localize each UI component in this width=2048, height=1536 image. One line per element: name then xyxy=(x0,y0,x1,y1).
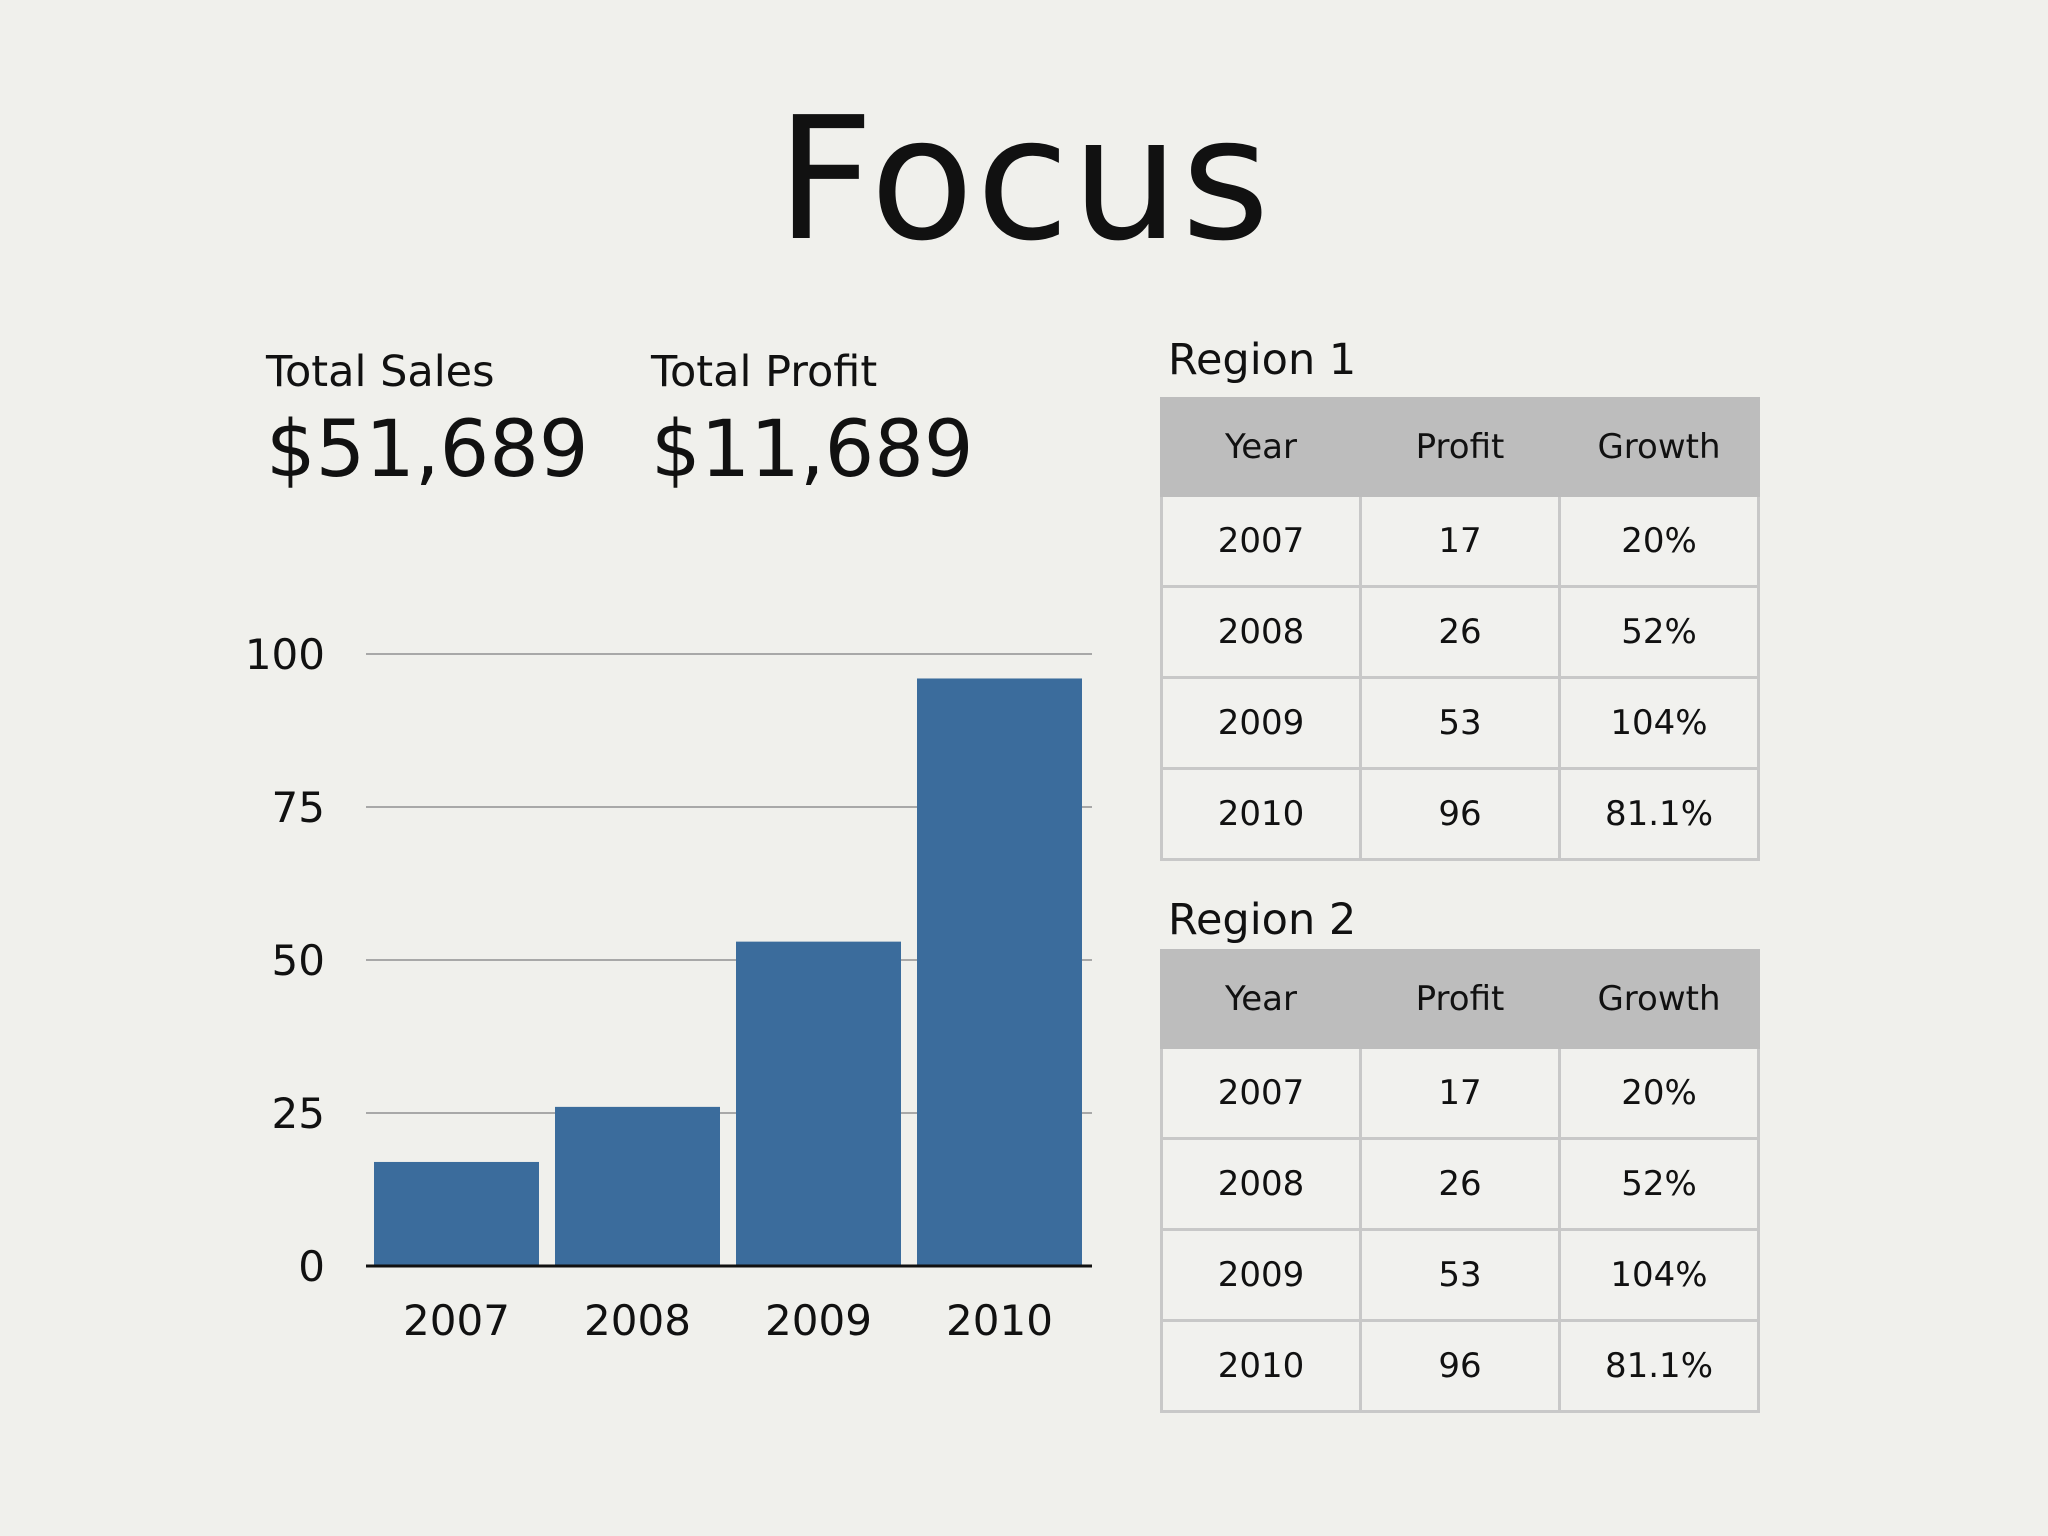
cell-growth: 104% xyxy=(1558,1228,1760,1322)
table-row: 2007 17 20% xyxy=(1160,494,1760,588)
total-sales-label: Total Sales xyxy=(266,347,495,397)
cell-profit: 17 xyxy=(1359,494,1561,588)
x-tick-label: 2007 xyxy=(403,1296,510,1345)
cell-growth: 52% xyxy=(1558,1137,1760,1231)
region-1-table: Year Profit Growth 2007 17 20% 2008 26 5… xyxy=(1160,397,1760,861)
cell-growth: 104% xyxy=(1558,676,1760,770)
cell-year: 2009 xyxy=(1160,676,1362,770)
bar-2008 xyxy=(555,1106,720,1266)
table-row: 2008 26 52% xyxy=(1160,585,1760,679)
y-tick-label: 100 xyxy=(245,630,325,679)
x-tick-label: 2010 xyxy=(946,1296,1053,1345)
cell-growth: 81.1% xyxy=(1558,767,1760,861)
total-sales-value: $51,689 xyxy=(266,405,589,495)
cell-profit: 53 xyxy=(1359,1228,1561,1322)
cell-profit: 26 xyxy=(1359,1137,1561,1231)
table-row: 2009 53 104% xyxy=(1160,676,1760,770)
cell-growth: 52% xyxy=(1558,585,1760,679)
column-header-growth: Growth xyxy=(1558,949,1760,1049)
column-header-growth: Growth xyxy=(1558,397,1760,497)
table-row: 2007 17 20% xyxy=(1160,1046,1760,1140)
cell-profit: 96 xyxy=(1359,1319,1561,1413)
table-row: 2008 26 52% xyxy=(1160,1137,1760,1231)
column-header-year: Year xyxy=(1160,949,1362,1049)
bar-2007 xyxy=(374,1161,539,1266)
region-1-title: Region 1 xyxy=(1168,335,1357,385)
x-tick-label: 2009 xyxy=(765,1296,872,1345)
column-header-profit: Profit xyxy=(1359,397,1561,497)
cell-growth: 81.1% xyxy=(1558,1319,1760,1413)
cell-profit: 53 xyxy=(1359,676,1561,770)
table-row: 2010 96 81.1% xyxy=(1160,767,1760,861)
cell-year: 2007 xyxy=(1160,1046,1362,1140)
cell-year: 2010 xyxy=(1160,1319,1362,1413)
table-header-row: Year Profit Growth xyxy=(1160,949,1760,1049)
cell-year: 2008 xyxy=(1160,1137,1362,1231)
table-row: 2010 96 81.1% xyxy=(1160,1319,1760,1413)
region-2-title: Region 2 xyxy=(1168,895,1357,945)
cell-profit: 26 xyxy=(1359,585,1561,679)
total-profit-value: $11,689 xyxy=(651,405,974,495)
total-profit-label: Total Profit xyxy=(651,347,878,397)
column-header-profit: Profit xyxy=(1359,949,1561,1049)
y-tick-label: 0 xyxy=(298,1242,325,1291)
cell-year: 2009 xyxy=(1160,1228,1362,1322)
region-2-table: Year Profit Growth 2007 17 20% 2008 26 5… xyxy=(1160,949,1760,1413)
y-tick-label: 50 xyxy=(272,936,325,985)
cell-year: 2010 xyxy=(1160,767,1362,861)
cell-growth: 20% xyxy=(1558,494,1760,588)
cell-year: 2007 xyxy=(1160,494,1362,588)
y-tick-label: 25 xyxy=(272,1089,325,1138)
bar-2010 xyxy=(917,678,1082,1266)
cell-profit: 96 xyxy=(1359,767,1561,861)
bar-2009 xyxy=(736,941,901,1266)
cell-year: 2008 xyxy=(1160,585,1362,679)
table-row: 2009 53 104% xyxy=(1160,1228,1760,1322)
table-header-row: Year Profit Growth xyxy=(1160,397,1760,497)
column-header-year: Year xyxy=(1160,397,1362,497)
slide-title: Focus xyxy=(776,81,1272,279)
cell-growth: 20% xyxy=(1558,1046,1760,1140)
x-tick-label: 2008 xyxy=(584,1296,691,1345)
cell-profit: 17 xyxy=(1359,1046,1561,1140)
y-tick-label: 75 xyxy=(272,783,325,832)
